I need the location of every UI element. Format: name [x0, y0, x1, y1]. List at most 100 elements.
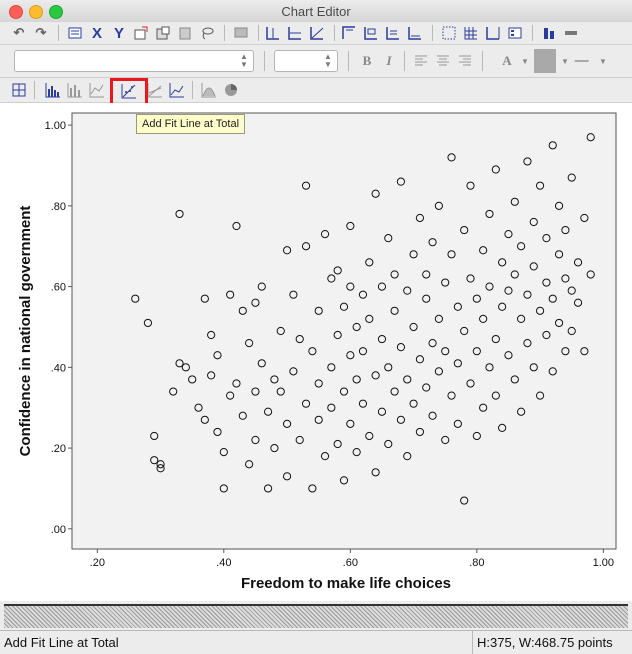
scatter-point[interactable] [339, 476, 349, 485]
scatter-point[interactable] [472, 347, 481, 356]
scatter-point[interactable] [257, 282, 266, 291]
scatter-point[interactable] [245, 460, 254, 469]
scatter-point[interactable] [384, 439, 393, 449]
scatter-point[interactable] [289, 367, 298, 376]
scatter-point[interactable] [586, 133, 595, 142]
scatter-point[interactable] [200, 294, 209, 303]
combo-stepper-icon[interactable]: ▲ ▼ [240, 52, 248, 69]
chevron-down-icon[interactable]: ▼ [521, 56, 529, 66]
scatter-point[interactable] [175, 359, 184, 368]
scatter-point[interactable] [472, 431, 481, 441]
scatter-point[interactable] [498, 302, 507, 311]
scatter-point[interactable] [498, 258, 507, 267]
scatter-point[interactable] [573, 298, 583, 307]
scatter-point[interactable] [276, 326, 285, 336]
data-labels-icon[interactable] [232, 24, 250, 42]
scatter-point[interactable] [529, 363, 538, 372]
reference-line-x-icon[interactable] [264, 24, 282, 42]
footnote-icon[interactable] [406, 24, 424, 42]
scatter-point[interactable] [422, 383, 431, 392]
scatter-point[interactable] [346, 419, 355, 428]
scatter-point[interactable] [548, 294, 557, 303]
align-center-icon[interactable] [434, 52, 452, 70]
scatter-point[interactable] [409, 399, 418, 408]
scatter-point[interactable] [548, 367, 557, 376]
add-fit-line-icon[interactable] [120, 82, 138, 100]
scatter-point[interactable] [295, 334, 304, 344]
scatter-point[interactable] [169, 387, 178, 396]
align-right-icon[interactable] [456, 52, 474, 70]
title-icon[interactable] [340, 24, 358, 42]
select-chart-icon[interactable] [132, 24, 150, 42]
scatter-point[interactable] [219, 484, 228, 493]
scatter-point[interactable] [314, 379, 323, 388]
combo-stepper-icon[interactable]: ▲ ▼ [324, 52, 332, 69]
scatter-point[interactable] [396, 415, 406, 424]
scatter-point[interactable] [333, 266, 342, 275]
chevron-down-icon[interactable]: ▼ [561, 56, 569, 66]
scatter-point[interactable] [377, 282, 387, 291]
scatter-point[interactable] [308, 484, 317, 493]
lasso-icon[interactable] [198, 24, 216, 42]
scatter-point[interactable] [415, 427, 425, 437]
scatter-point[interactable] [346, 221, 355, 231]
scatter-point[interactable] [479, 314, 488, 323]
scatter-point[interactable] [301, 181, 311, 190]
scatter-point[interactable] [517, 242, 526, 251]
scatter-point[interactable] [567, 173, 576, 182]
scatter-point[interactable] [194, 403, 203, 412]
scatter-chart[interactable]: .00 .20 .40 .60 .80 1.00 .20 .40 .60 .80 1.00 Con… [0, 103, 632, 601]
scatter-point[interactable] [276, 387, 285, 396]
scatter-point[interactable] [561, 225, 570, 235]
scatter-point[interactable] [460, 496, 469, 505]
scatter-point[interactable] [510, 197, 519, 206]
scatter-point[interactable] [226, 290, 235, 299]
scatter-point[interactable] [396, 177, 406, 186]
scatter-point[interactable] [232, 221, 241, 231]
scatter-point[interactable] [238, 306, 247, 315]
scatter-point[interactable] [548, 141, 557, 150]
zoom-window-button[interactable] [49, 5, 63, 19]
scatter-point[interactable] [428, 339, 437, 348]
scatter-point[interactable] [320, 452, 330, 461]
scatter-point[interactable] [510, 375, 519, 384]
scatter-point[interactable] [472, 294, 481, 303]
scatter-point[interactable] [346, 351, 355, 360]
scatter-point[interactable] [156, 464, 165, 473]
scatter-point[interactable] [263, 407, 273, 416]
text-box-icon[interactable] [384, 24, 402, 42]
scatter-point[interactable] [586, 270, 595, 279]
add-interpolation-line-icon[interactable] [168, 81, 186, 99]
scatter-point[interactable] [561, 274, 570, 283]
text-color-button[interactable]: A [502, 53, 512, 68]
redo-icon[interactable]: ↷ [35, 25, 47, 40]
bold-button[interactable]: B [362, 53, 372, 68]
scatter-point[interactable] [554, 250, 564, 259]
scatter-point[interactable] [358, 399, 368, 408]
scatter-point[interactable] [567, 326, 576, 336]
scatter-point[interactable] [390, 270, 399, 279]
scatter-point[interactable] [352, 448, 361, 457]
scatter-point[interactable] [529, 262, 538, 271]
reference-line-y-icon[interactable] [286, 24, 304, 42]
line-style-button[interactable] [570, 52, 594, 70]
scatter-point[interactable] [188, 375, 197, 384]
scatter-point[interactable] [327, 274, 336, 283]
grid-lines-icon[interactable] [440, 24, 458, 42]
scatter-point[interactable] [289, 290, 298, 299]
scatter-point[interactable] [447, 250, 456, 259]
scatter-point[interactable] [213, 351, 222, 360]
scatter-point[interactable] [270, 375, 279, 384]
scatter-point[interactable] [479, 403, 488, 412]
scatter-point[interactable] [257, 359, 266, 368]
fill-color-button[interactable] [534, 49, 556, 73]
scatter-point[interactable] [504, 286, 513, 295]
scatter-point[interactable] [542, 330, 551, 340]
scatter-point[interactable] [466, 181, 475, 190]
grid-lines-major-icon[interactable] [462, 24, 480, 42]
scatter-point[interactable] [333, 439, 342, 449]
resize-splitter[interactable] [4, 604, 628, 628]
scatter-point[interactable] [409, 322, 418, 332]
histogram-icon[interactable] [44, 81, 62, 99]
scatter-point[interactable] [301, 242, 311, 251]
